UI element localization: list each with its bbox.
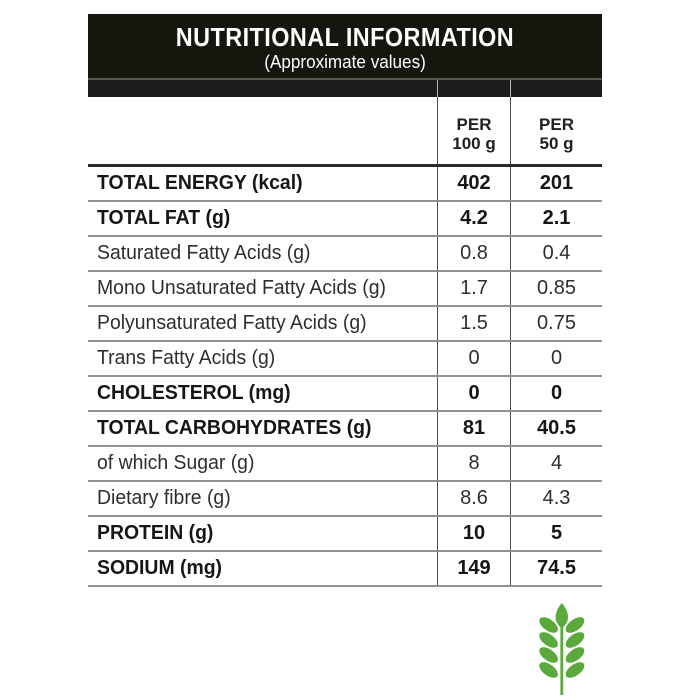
strip-col1-cell bbox=[437, 80, 510, 97]
table-top-strip bbox=[88, 80, 602, 97]
row-label: Mono Unsaturated Fatty Acids (g) bbox=[97, 277, 386, 299]
row-label: CHOLESTEROL (mg) bbox=[97, 382, 291, 404]
table-header: NUTRITIONAL INFORMATION (Approximate val… bbox=[88, 14, 602, 80]
row-label: TOTAL ENERGY (kcal) bbox=[97, 172, 303, 194]
row-label: Trans Fatty Acids (g) bbox=[97, 347, 276, 369]
strip-col2-cell bbox=[510, 80, 602, 97]
row-value-per-100g: 1.5 bbox=[437, 307, 510, 340]
row-value-per-50g: 0 bbox=[510, 342, 602, 375]
row-value-per-50g: 0.4 bbox=[510, 237, 602, 270]
row-label: TOTAL FAT (g) bbox=[97, 207, 231, 229]
wheat-sprig-icon bbox=[539, 603, 585, 695]
row-value-per-100g: 1.7 bbox=[437, 272, 510, 305]
row-value-per-50g: 74.5 bbox=[510, 552, 602, 585]
row-value-per-50g: 5 bbox=[510, 517, 602, 550]
row-label: Saturated Fatty Acids (g) bbox=[97, 242, 311, 264]
nutrition-table: NUTRITIONAL INFORMATION (Approximate val… bbox=[88, 14, 602, 587]
row-value-per-50g: 0.85 bbox=[510, 272, 602, 305]
row-value-per-100g: 149 bbox=[437, 552, 510, 585]
column-header-line: 50 g bbox=[539, 134, 574, 153]
row-value-per-50g: 0.75 bbox=[510, 307, 602, 340]
row-value-per-50g: 201 bbox=[510, 167, 602, 200]
table-row: Polyunsaturated Fatty Acids (g) 1.5 0.75 bbox=[88, 307, 602, 342]
column-header-per-100g: PER 100 g bbox=[437, 97, 510, 164]
column-header-per-50g: PER 50 g bbox=[510, 97, 602, 164]
row-label: PROTEIN (g) bbox=[97, 522, 214, 544]
page-subtitle: (Approximate values) bbox=[264, 51, 426, 72]
row-label: Polyunsaturated Fatty Acids (g) bbox=[97, 312, 367, 334]
row-value-per-100g: 0 bbox=[437, 377, 510, 410]
row-value-per-100g: 0.8 bbox=[437, 237, 510, 270]
table-row: Dietary fibre (g) 8.6 4.3 bbox=[88, 482, 602, 517]
table-row: of which Sugar (g) 8 4 bbox=[88, 447, 602, 482]
row-value-per-100g: 8 bbox=[437, 447, 510, 480]
column-header-spacer bbox=[88, 97, 437, 164]
page-title: NUTRITIONAL INFORMATION bbox=[175, 21, 515, 52]
row-value-per-100g: 10 bbox=[437, 517, 510, 550]
row-value-per-100g: 81 bbox=[437, 412, 510, 445]
table-row: SODIUM (mg) 149 74.5 bbox=[88, 552, 602, 587]
table-body: TOTAL ENERGY (kcal) 402 201 TOTAL FAT (g… bbox=[88, 167, 602, 587]
row-value-per-50g: 40.5 bbox=[510, 412, 602, 445]
row-value-per-100g: 8.6 bbox=[437, 482, 510, 515]
row-label: SODIUM (mg) bbox=[97, 557, 223, 579]
table-row: PROTEIN (g) 10 5 bbox=[88, 517, 602, 552]
table-row: TOTAL CARBOHYDRATES (g) 81 40.5 bbox=[88, 412, 602, 447]
row-value-per-100g: 402 bbox=[437, 167, 510, 200]
header-divider-rule bbox=[88, 164, 602, 167]
column-header-line: PER bbox=[539, 115, 574, 134]
row-value-per-50g: 2.1 bbox=[510, 202, 602, 235]
row-value-per-50g: 0 bbox=[510, 377, 602, 410]
row-label: Dietary fibre (g) bbox=[97, 487, 231, 509]
row-value-per-50g: 4 bbox=[510, 447, 602, 480]
table-row: TOTAL ENERGY (kcal) 402 201 bbox=[88, 167, 602, 202]
column-header-line: PER bbox=[456, 115, 492, 134]
table-row: TOTAL FAT (g) 4.2 2.1 bbox=[88, 202, 602, 237]
column-header-row: PER 100 g PER 50 g bbox=[88, 97, 602, 164]
table-row: CHOLESTEROL (mg) 0 0 bbox=[88, 377, 602, 412]
row-label: TOTAL CARBOHYDRATES (g) bbox=[97, 417, 372, 439]
row-value-per-100g: 4.2 bbox=[437, 202, 510, 235]
table-row: Mono Unsaturated Fatty Acids (g) 1.7 0.8… bbox=[88, 272, 602, 307]
table-row: Trans Fatty Acids (g) 0 0 bbox=[88, 342, 602, 377]
table-row: Saturated Fatty Acids (g) 0.8 0.4 bbox=[88, 237, 602, 272]
strip-label-cell bbox=[88, 80, 437, 97]
row-label: of which Sugar (g) bbox=[97, 452, 255, 474]
column-header-line: 100 g bbox=[452, 134, 496, 153]
row-value-per-50g: 4.3 bbox=[510, 482, 602, 515]
row-value-per-100g: 0 bbox=[437, 342, 510, 375]
